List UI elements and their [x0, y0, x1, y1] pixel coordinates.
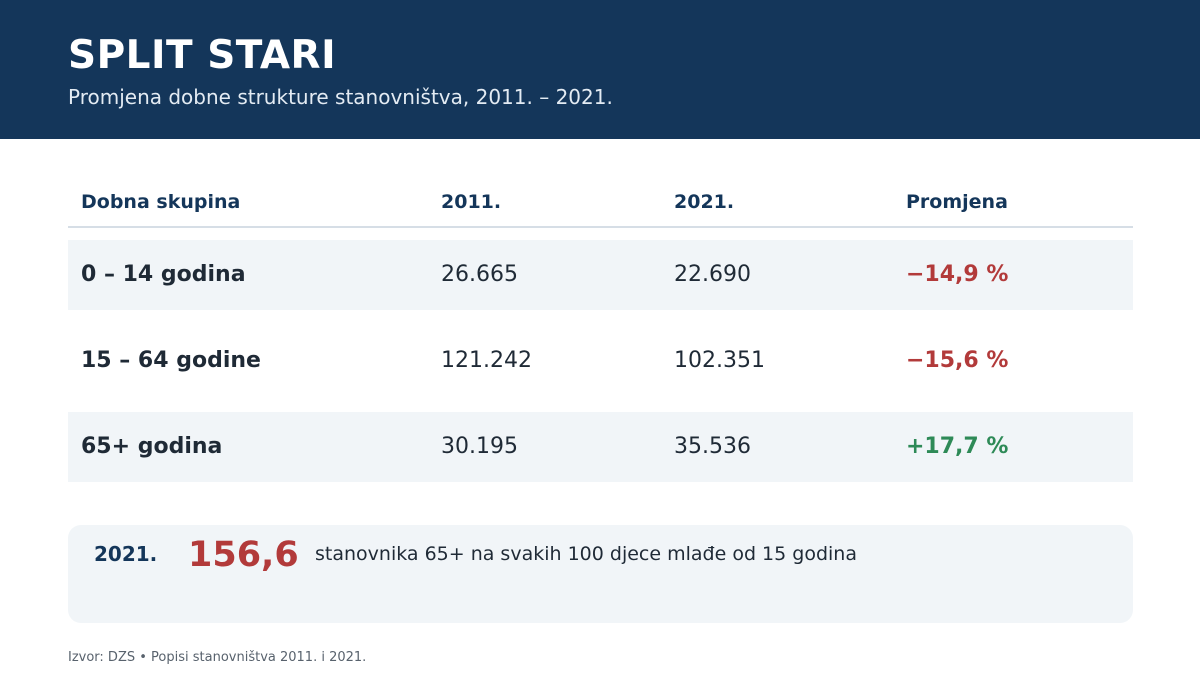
page-title: SPLIT STARI: [68, 33, 337, 78]
page-subtitle: Promjena dobne strukture stanovništva, 2…: [68, 85, 613, 109]
value-2021-cell: 22.690: [674, 262, 751, 287]
change-cell: −14,9 %: [906, 262, 1009, 287]
column-header-2021: 2021.: [674, 191, 735, 213]
age-group-cell: 15 – 64 godine: [81, 348, 261, 373]
source-note: Izvor: DZS • Popisi stanovništva 2011. i…: [68, 650, 367, 665]
table-header: Dobna skupina 2011. 2021. Promjena: [68, 178, 1133, 228]
table-row: 65+ godina 30.195 35.536 +17,7 %: [68, 412, 1133, 482]
table-row: 15 – 64 godine 121.242 102.351 −15,6 %: [68, 326, 1133, 396]
header-banner: SPLIT STARI Promjena dobne strukture sta…: [0, 0, 1200, 139]
column-header-2011: 2011.: [441, 191, 502, 213]
callout-text: stanovnika 65+ na svakih 100 djece mlađe…: [315, 543, 857, 565]
value-2021-cell: 35.536: [674, 434, 751, 459]
value-2011-cell: 26.665: [441, 262, 518, 287]
column-header-change: Promjena: [906, 191, 1008, 213]
change-cell: +17,7 %: [906, 434, 1009, 459]
callout-value: 156,6: [188, 535, 299, 575]
callout-year: 2021.: [94, 542, 158, 566]
age-group-cell: 65+ godina: [81, 434, 223, 459]
value-2021-cell: 102.351: [674, 348, 765, 373]
table-row: 0 – 14 godina 26.665 22.690 −14,9 %: [68, 240, 1133, 310]
dependency-ratio-callout: 2021. 156,6 stanovnika 65+ na svakih 100…: [68, 525, 1133, 623]
age-group-cell: 0 – 14 godina: [81, 262, 246, 287]
value-2011-cell: 121.242: [441, 348, 532, 373]
change-cell: −15,6 %: [906, 348, 1009, 373]
column-header-age-group: Dobna skupina: [81, 191, 241, 213]
value-2011-cell: 30.195: [441, 434, 518, 459]
